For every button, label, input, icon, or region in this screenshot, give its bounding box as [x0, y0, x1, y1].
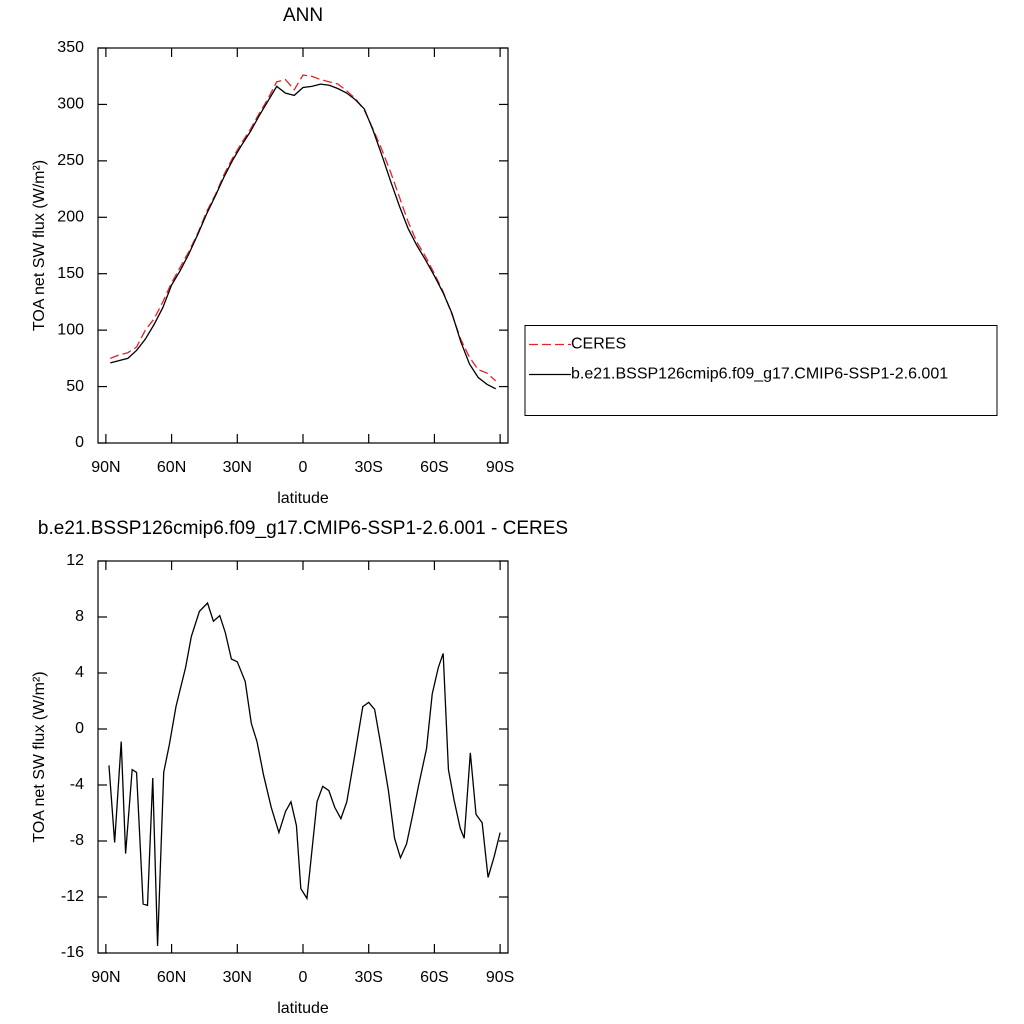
- x-tick-label: 90N: [91, 969, 120, 986]
- x-tick-label: 30S: [354, 969, 382, 986]
- x-tick-label: 30S: [354, 459, 382, 476]
- series-line: [108, 601, 501, 947]
- y-tick-label: 4: [75, 664, 84, 681]
- plot-frame: [97, 47, 509, 444]
- x-tick-label: 60N: [157, 969, 186, 986]
- y-axis-label: TOA net SW flux (W/m²): [31, 671, 48, 842]
- y-tick-label: 12: [66, 552, 84, 569]
- x-tick-label: 90N: [91, 459, 120, 476]
- legend: CERES b.e21.BSSP126cmip6.f09_g17.CMIP6-SS…: [524, 325, 998, 416]
- x-tick-label: 60N: [157, 459, 186, 476]
- chart-title: b.e21.BSSP126cmip6.f09_g17.CMIP6-SSP1-2.…: [38, 518, 568, 539]
- y-tick-label: -12: [61, 888, 84, 905]
- y-tick-label: 100: [57, 321, 84, 338]
- x-tick-label: 30N: [223, 969, 252, 986]
- y-tick-label: -8: [70, 832, 84, 849]
- chart-title: ANN: [283, 5, 323, 26]
- y-tick-label: 250: [57, 152, 84, 169]
- series-line: [110, 74, 497, 382]
- y-tick-label: 8: [75, 608, 84, 625]
- x-tick-label: 0: [299, 459, 308, 476]
- y-tick-label: 200: [57, 209, 84, 226]
- y-tick-label: 50: [66, 378, 84, 395]
- legend-box: [524, 325, 998, 416]
- y-tick-label: 0: [75, 720, 84, 737]
- y-tick-label: -16: [61, 944, 84, 961]
- x-tick-label: 30N: [223, 459, 252, 476]
- x-axis-label: latitude: [277, 490, 329, 507]
- legend-label: b.e21.BSSP126cmip6.f09_g17.CMIP6-SSP1-2.…: [571, 366, 948, 383]
- x-tick-label: 90S: [486, 969, 514, 986]
- x-axis-label: latitude: [277, 1000, 329, 1017]
- y-tick-label: -4: [70, 776, 84, 793]
- y-axis-label: TOA net SW flux (W/m²): [31, 160, 48, 331]
- y-tick-label: 300: [57, 96, 84, 113]
- y-tick-label: 150: [57, 265, 84, 282]
- series-line: [110, 83, 497, 390]
- y-tick-label: 350: [57, 39, 84, 56]
- x-tick-label: 90S: [486, 459, 514, 476]
- x-tick-label: 60S: [420, 969, 448, 986]
- y-tick-label: 0: [75, 434, 84, 451]
- legend-label: CERES: [571, 336, 626, 353]
- x-tick-label: 60S: [420, 459, 448, 476]
- x-tick-label: 0: [299, 969, 308, 986]
